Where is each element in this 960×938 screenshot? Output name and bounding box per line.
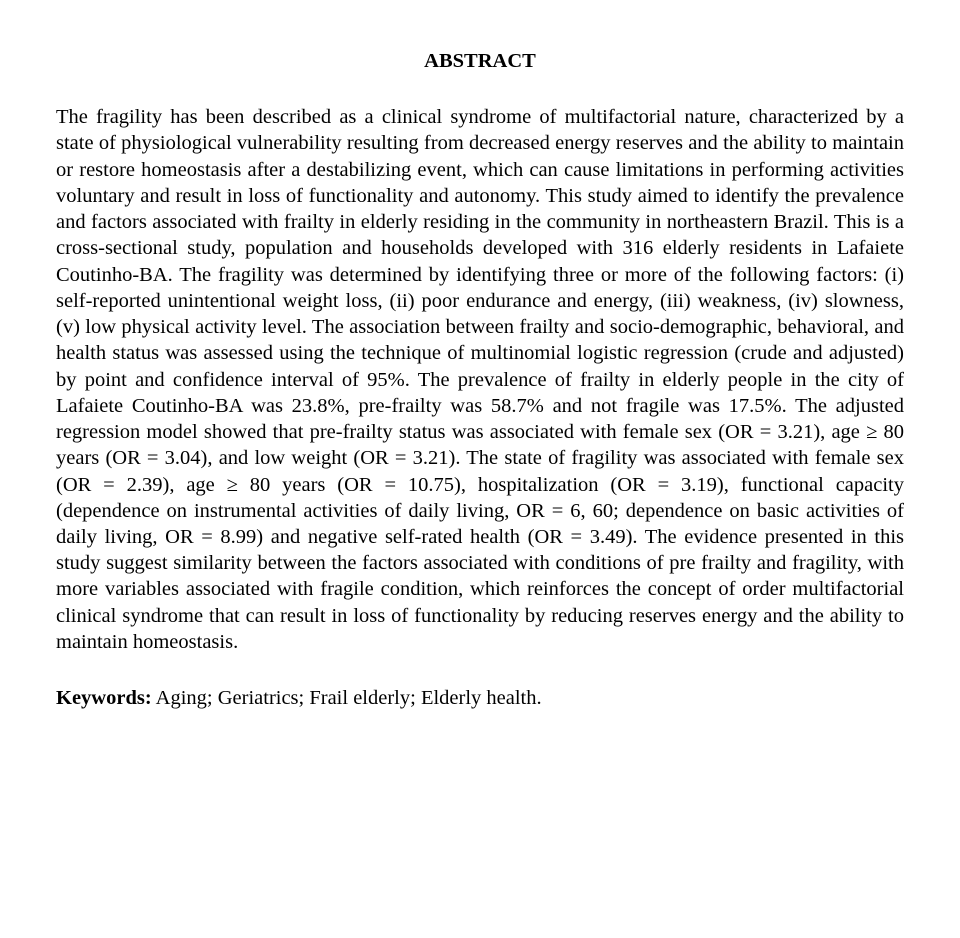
abstract-body: The fragility has been described as a cl…	[56, 104, 904, 655]
abstract-title: ABSTRACT	[56, 48, 904, 74]
keywords-text: Aging; Geriatrics; Frail elderly; Elderl…	[152, 687, 542, 709]
keywords-label: Keywords:	[56, 687, 152, 709]
keywords-line: Keywords: Aging; Geriatrics; Frail elder…	[56, 685, 904, 711]
